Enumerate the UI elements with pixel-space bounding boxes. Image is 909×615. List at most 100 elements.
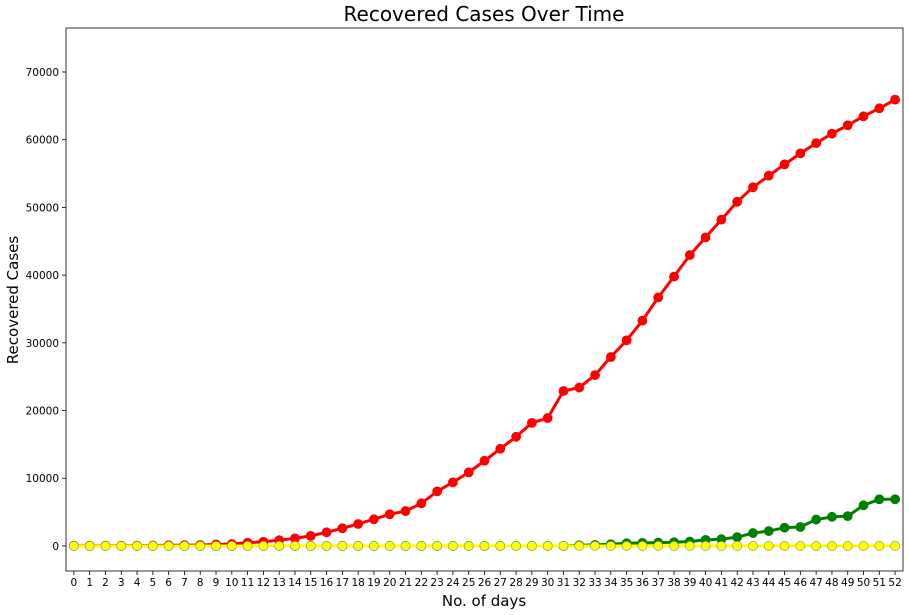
- data-point: [874, 103, 885, 114]
- y-tick-label: 40000: [26, 270, 59, 282]
- data-point: [116, 541, 127, 551]
- y-axis-label: Recovered Cases: [4, 236, 22, 365]
- data-point: [526, 417, 537, 428]
- x-tick-label: 22: [415, 577, 428, 589]
- data-point: [827, 541, 837, 551]
- data-point: [463, 467, 474, 478]
- x-tick-label: 6: [165, 577, 172, 589]
- data-point: [432, 541, 443, 551]
- data-point: [147, 541, 158, 551]
- data-point: [448, 477, 458, 488]
- x-tick-label: 42: [730, 577, 743, 589]
- data-point: [132, 541, 142, 551]
- x-tick-label: 14: [288, 577, 302, 589]
- x-tick-label: 18: [351, 577, 364, 589]
- data-point: [842, 511, 853, 522]
- data-point: [369, 541, 379, 551]
- data-point: [479, 541, 490, 551]
- data-point: [226, 541, 237, 551]
- chart-title: Recovered Cases Over Time: [344, 2, 625, 26]
- data-point: [590, 370, 600, 381]
- plot-border: [65, 27, 904, 572]
- data-point: [811, 138, 822, 149]
- data-point: [558, 386, 569, 396]
- data-point: [748, 182, 758, 193]
- data-point: [890, 541, 901, 551]
- x-tick-label: 3: [118, 577, 125, 589]
- data-point: [163, 541, 174, 551]
- x-tick-label: 4: [134, 577, 141, 589]
- x-tick-label: 52: [888, 577, 901, 589]
- x-tick-label: 2: [102, 577, 109, 589]
- x-tick-label: 44: [762, 577, 776, 589]
- x-tick-label: 33: [588, 577, 601, 589]
- data-point: [763, 170, 774, 181]
- x-tick-label: 38: [667, 577, 680, 589]
- x-tick-label: 0: [71, 577, 78, 589]
- series-line: [73, 497, 896, 548]
- y-tick-label: 50000: [26, 202, 59, 214]
- y-tick-label: 60000: [26, 135, 59, 147]
- data-point: [353, 519, 364, 529]
- data-point: [384, 509, 395, 520]
- data-point: [495, 443, 506, 454]
- data-point: [827, 511, 837, 522]
- data-point: [321, 541, 332, 551]
- data-point: [274, 541, 285, 551]
- data-point: [337, 523, 348, 534]
- x-tick-label: 51: [873, 577, 886, 589]
- data-point: [874, 541, 885, 551]
- x-axis-ticks: 0 1 2 3 4 5 6 7 8 9 10 11 12 13 14 15 16 17 18 19 20 21 22 23 24…: [71, 571, 902, 589]
- x-tick-label: 39: [683, 577, 696, 589]
- series-line: [73, 98, 896, 548]
- data-point: [416, 498, 427, 509]
- data-point: [732, 541, 743, 551]
- plot-frame: [65, 27, 904, 572]
- data-point: [337, 541, 348, 551]
- data-point: [890, 94, 901, 105]
- data-point: [305, 530, 316, 541]
- data-point: [100, 541, 111, 551]
- x-tick-label: 30: [541, 577, 554, 589]
- data-point: [511, 431, 521, 442]
- x-tick-label: 25: [462, 577, 475, 589]
- data-point: [384, 541, 395, 551]
- x-tick-label: 35: [620, 577, 633, 589]
- data-point: [842, 541, 853, 551]
- data-point: [211, 541, 221, 551]
- x-tick-label: 17: [336, 577, 349, 589]
- x-tick-label: 8: [197, 577, 204, 589]
- x-tick-label: 7: [181, 577, 188, 589]
- data-point: [416, 541, 427, 551]
- data-point: [669, 271, 679, 282]
- y-axis-ticks: 0 10000 20000 30000 40000 50000 60000 70000: [26, 67, 66, 553]
- data-point: [637, 315, 648, 326]
- data-point: [400, 506, 411, 516]
- data-point: [748, 541, 758, 551]
- data-point: [811, 514, 822, 525]
- x-tick-label: 20: [383, 577, 396, 589]
- series-1: [68, 94, 901, 551]
- x-tick-label: 28: [509, 577, 522, 589]
- x-tick-label: 23: [430, 577, 443, 589]
- x-tick-label: 26: [478, 577, 492, 589]
- x-tick-label: 12: [257, 577, 270, 589]
- data-point: [684, 541, 695, 551]
- data-point: [242, 541, 253, 551]
- y-tick-label: 30000: [26, 338, 59, 350]
- data-point: [653, 292, 664, 303]
- x-tick-label: 41: [715, 577, 728, 589]
- x-tick-label: 29: [525, 577, 538, 589]
- data-point: [763, 541, 774, 551]
- data-point: [795, 148, 806, 159]
- series-3: [68, 541, 901, 551]
- x-tick-label: 15: [304, 577, 317, 589]
- data-point: [716, 214, 727, 225]
- data-point: [448, 541, 458, 551]
- data-point: [542, 413, 553, 423]
- x-tick-label: 34: [604, 577, 618, 589]
- data-point: [605, 352, 616, 362]
- x-tick-label: 40: [699, 577, 712, 589]
